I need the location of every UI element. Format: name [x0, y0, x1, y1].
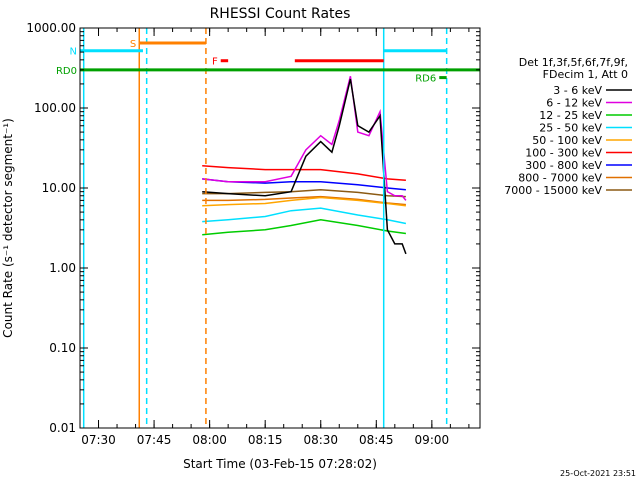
flag-label-f: F — [212, 57, 218, 68]
series-line-100-300-kev — [202, 164, 406, 181]
legend-header-line: Det 1f,3f,5f,6f,7f,9f, — [519, 56, 628, 69]
series-line-50-100-kev — [202, 196, 406, 207]
y-axis-label: Count Rate (s⁻¹ detector segment⁻¹) — [1, 118, 15, 338]
flag-label-s: S — [130, 39, 136, 50]
legend-header-line: FDecim 1, Att 0 — [543, 68, 628, 81]
y-tick-label: 1000.00 — [26, 21, 76, 35]
legend-entry-label: 7000 - 15000 keV — [504, 184, 602, 197]
x-tick-label: 07:45 — [137, 433, 172, 447]
flag-label-n: N — [70, 47, 77, 58]
series-line-12-25-kev — [202, 219, 407, 236]
legend-entry-label: 50 - 100 keV — [532, 134, 602, 147]
y-tick-label: 0.10 — [49, 341, 76, 355]
x-tick-label: 08:15 — [248, 433, 283, 447]
y-tick-label: 0.01 — [49, 421, 76, 435]
legend-entry-label: 6 - 12 keV — [546, 97, 602, 110]
legend: Det 1f,3f,5f,6f,7f,9f,FDecim 1, Att 0 3 -… — [504, 56, 632, 197]
legend-entry-label: 12 - 25 keV — [539, 109, 602, 122]
x-tick-label: 08:45 — [359, 433, 394, 447]
x-tick-label: 09:00 — [415, 433, 450, 447]
x-axis-label: Start Time (03-Feb-15 07:28:02) — [183, 457, 377, 471]
y-tick-label: 100.00 — [34, 101, 76, 115]
series-line-3-6-kev — [202, 78, 407, 255]
legend-entry-label: 300 - 800 keV — [525, 159, 602, 172]
chart-title: RHESSI Count Rates — [210, 6, 351, 22]
series-line-25-50-kev — [202, 207, 407, 225]
flag-label-rd6: RD6 — [415, 74, 436, 85]
legend-entry-label: 100 - 300 keV — [525, 147, 602, 160]
flag-label-rd0: RD0 — [56, 66, 77, 77]
generation-timestamp: 25-Oct-2021 23:51 — [560, 469, 636, 478]
y-tick-label: 10.00 — [42, 181, 76, 195]
legend-entry-label: 3 - 6 keV — [553, 84, 602, 97]
y-tick-label: 1.00 — [49, 261, 76, 275]
plot-frame — [79, 27, 481, 429]
x-tick-label: 08:30 — [303, 433, 338, 447]
legend-entry-label: 25 - 50 keV — [539, 122, 602, 135]
legend-entry-label: 800 - 7000 keV — [518, 172, 602, 185]
series-line-6-12-kev — [202, 76, 407, 201]
x-tick-label: 07:30 — [81, 433, 116, 447]
x-tick-label: 08:00 — [192, 433, 227, 447]
